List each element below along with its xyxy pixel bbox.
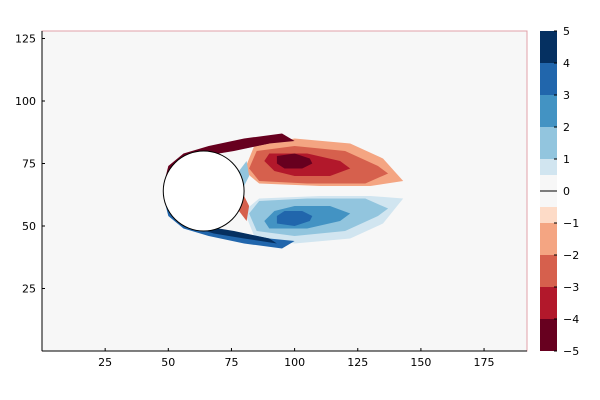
- colorbar-tick-label: −4: [563, 313, 579, 326]
- x-tick-label: 125: [347, 356, 368, 369]
- x-tick-label: 175: [474, 356, 495, 369]
- colorbar-tick-label: 1: [563, 153, 570, 166]
- colorbar-tick-label: 2: [563, 121, 570, 134]
- y-tick-label: 50: [22, 220, 36, 233]
- y-tick-label: 75: [22, 158, 36, 171]
- colorbar-tick-label: 5: [563, 25, 570, 38]
- colorbar-level: [540, 255, 557, 287]
- colorbar-level: [540, 319, 557, 351]
- colorbar-tick-label: −3: [563, 281, 579, 294]
- colorbar-level: [540, 207, 557, 223]
- contour-region-lower-wake-core: [276, 211, 313, 226]
- y-tick-label: 100: [15, 95, 36, 108]
- contour-region-rear-attached-lower: [239, 196, 250, 221]
- colorbar-tick-label: −5: [563, 345, 579, 358]
- plot-background: [42, 31, 527, 351]
- colorbar-tick-label: 3: [563, 89, 570, 102]
- colorbar-level: [540, 287, 557, 319]
- y-tick-label: 25: [22, 283, 36, 296]
- colorbar-level: [540, 159, 557, 175]
- x-tick-label: 25: [98, 356, 112, 369]
- x-tick-label: 100: [284, 356, 305, 369]
- x-tick-label: 150: [410, 356, 431, 369]
- colorbar-level: [540, 127, 557, 159]
- y-tick-label: 125: [15, 33, 36, 46]
- colorbar-level: [540, 63, 557, 95]
- colorbar-tick-label: 4: [563, 57, 570, 70]
- colorbar-tick-label: −2: [563, 249, 579, 262]
- x-tick-label: 75: [224, 356, 238, 369]
- contour-region-rear-attached-upper: [239, 161, 250, 186]
- x-tick-label: 50: [161, 356, 175, 369]
- colorbar-tick-label: 0: [563, 185, 570, 198]
- contour-region-upper-wake-core: [276, 153, 313, 169]
- colorbar-tick-label: −1: [563, 217, 579, 230]
- colorbar-level: [540, 223, 557, 255]
- cylinder-obstacle: [162, 150, 245, 232]
- colorbar-level: [540, 95, 557, 127]
- colorbar-level: [540, 31, 557, 63]
